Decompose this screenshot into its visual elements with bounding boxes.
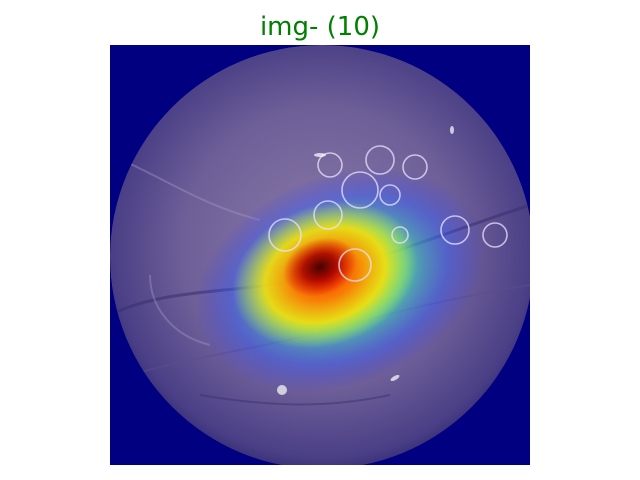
heatmap-image bbox=[110, 45, 530, 465]
endoscopy-heatmap-icon bbox=[110, 45, 530, 465]
figure-title: img- (10) bbox=[259, 12, 381, 42]
